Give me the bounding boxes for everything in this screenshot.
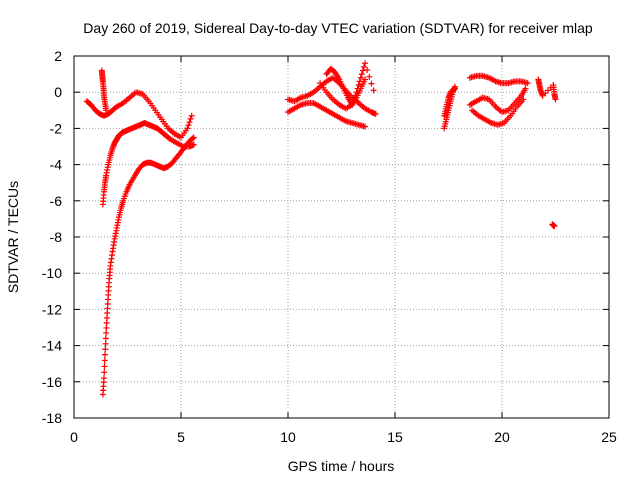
data-point: [360, 63, 367, 70]
y-tick-label: -4: [50, 157, 63, 173]
data-point: [551, 223, 558, 230]
data-point: [364, 67, 371, 74]
data-point: [522, 85, 529, 92]
data-point: [542, 90, 549, 97]
data-point: [102, 351, 109, 358]
series-arc-k: [466, 72, 531, 87]
data-point: [101, 363, 108, 370]
data-point: [190, 134, 197, 141]
data-point: [351, 95, 358, 102]
chart-title: Day 260 of 2019, Sidereal Day-to-day VTE…: [83, 20, 593, 36]
data-point: [103, 107, 110, 114]
series-arc-n: [535, 76, 559, 103]
series-arc-f: [285, 100, 369, 130]
data-point: [358, 71, 365, 78]
y-tick-label: -2: [50, 120, 63, 136]
data-point: [356, 78, 363, 85]
data-points: [83, 60, 559, 398]
x-tick-label: 25: [601, 429, 617, 445]
data-point: [366, 73, 373, 80]
data-point: [524, 80, 531, 87]
series-arc-l: [466, 85, 529, 116]
data-point: [545, 87, 552, 94]
y-tick-label: 2: [54, 48, 62, 64]
data-point: [355, 81, 362, 88]
data-point: [101, 369, 108, 376]
x-tick-label: 0: [70, 429, 78, 445]
y-tick-label: 0: [54, 84, 62, 100]
data-point: [186, 119, 193, 126]
data-point: [370, 87, 377, 94]
y-axis-label: SDTVAR / TECUs: [5, 181, 21, 293]
y-tick-label: -10: [42, 265, 62, 281]
data-point: [100, 375, 107, 382]
x-tick-label: 5: [177, 429, 185, 445]
data-point: [185, 122, 192, 129]
data-point: [451, 85, 458, 92]
grid: [74, 56, 609, 418]
x-tick-label: 10: [280, 429, 296, 445]
data-point: [188, 112, 195, 119]
series-arc-h: [323, 60, 377, 108]
series-arc-a: [83, 89, 195, 141]
data-point: [187, 115, 194, 122]
x-axis-label: GPS time / hours: [288, 458, 395, 474]
series-arc-j: [441, 85, 458, 119]
y-tick-label: -16: [42, 374, 62, 390]
series-arc-c: [99, 134, 197, 398]
data-point: [349, 101, 356, 108]
data-point: [102, 346, 109, 353]
y-tick-label: -8: [50, 229, 63, 245]
data-point: [184, 125, 191, 132]
data-point: [102, 335, 109, 342]
data-point: [352, 92, 359, 99]
data-point: [368, 80, 375, 87]
data-point: [101, 357, 108, 364]
y-tick-label: -12: [42, 301, 62, 317]
data-point: [357, 74, 364, 81]
series-arc-o: [549, 221, 558, 230]
y-tick-label: -18: [42, 410, 62, 426]
series-arc-m: [469, 96, 527, 128]
y-tick-label: -6: [50, 193, 63, 209]
series-arc-d: [98, 67, 110, 114]
data-point: [362, 60, 369, 67]
x-tick-label: 20: [494, 429, 510, 445]
data-point: [362, 76, 369, 83]
data-point: [102, 340, 109, 347]
data-point: [353, 89, 360, 96]
data-point: [520, 96, 527, 103]
y-tick-label: -14: [42, 338, 62, 354]
data-point: [190, 141, 197, 148]
data-point: [189, 135, 196, 142]
data-point: [372, 110, 379, 117]
x-tick-label: 15: [387, 429, 403, 445]
data-point: [539, 92, 546, 99]
data-point: [362, 123, 369, 130]
series-arc-i: [441, 83, 458, 132]
data-point: [354, 85, 361, 92]
data-point: [552, 96, 559, 103]
data-point: [350, 98, 357, 105]
